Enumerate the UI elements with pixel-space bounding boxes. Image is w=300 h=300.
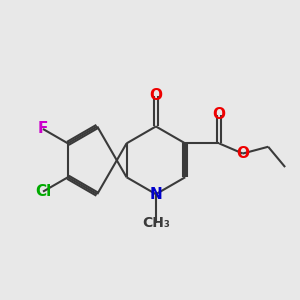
Text: O: O [236, 146, 249, 161]
Text: Cl: Cl [35, 184, 51, 199]
Text: O: O [213, 107, 226, 122]
Text: CH₃: CH₃ [142, 216, 170, 230]
Text: O: O [149, 88, 162, 104]
Text: F: F [38, 122, 48, 136]
Text: N: N [149, 187, 162, 202]
